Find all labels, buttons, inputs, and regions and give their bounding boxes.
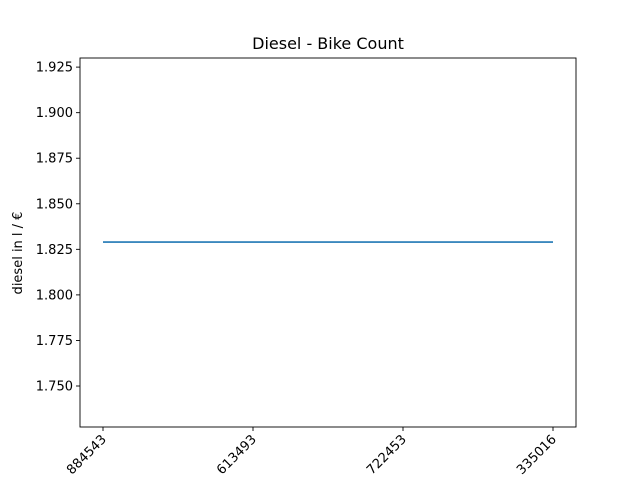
- x-tick-label: 613493: [214, 432, 260, 478]
- y-tick-label: 1.900: [36, 106, 73, 121]
- chart-title: Diesel - Bike Count: [252, 34, 404, 53]
- y-tick-label: 1.800: [36, 288, 73, 303]
- x-tick-label: 722453: [364, 432, 410, 478]
- y-tick-label: 1.850: [36, 197, 73, 212]
- y-tick-label: 1.925: [36, 61, 73, 76]
- y-tick-label: 1.775: [36, 334, 73, 349]
- x-tick-label: 335016: [514, 432, 560, 478]
- y-axis-label: diesel in l / €: [11, 212, 26, 295]
- x-tick-label: 884543: [64, 432, 110, 478]
- plot-area: 1.750 1.775 1.800 1.825 1.850 1.875 1.900 1.925…: [36, 57, 577, 478]
- y-tick-label: 1.750: [36, 380, 73, 395]
- y-tick-label: 1.825: [36, 243, 73, 258]
- y-tick-label: 1.875: [36, 152, 73, 167]
- plot-frame: [79, 57, 577, 428]
